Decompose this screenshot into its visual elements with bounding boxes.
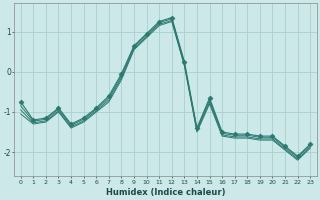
X-axis label: Humidex (Indice chaleur): Humidex (Indice chaleur) — [106, 188, 225, 197]
